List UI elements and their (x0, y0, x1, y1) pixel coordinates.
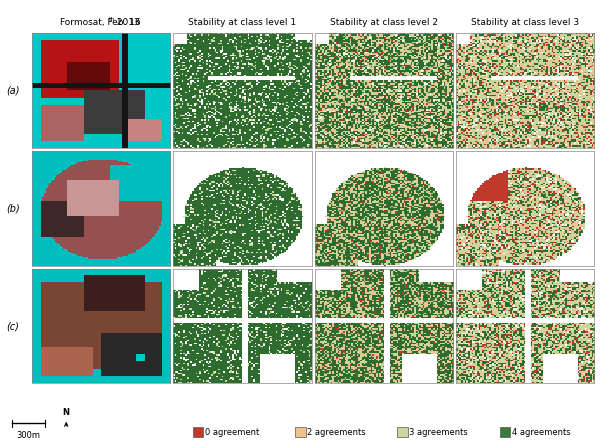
Text: (c): (c) (6, 321, 19, 331)
Text: 0 agreement: 0 agreement (205, 428, 259, 437)
Text: N: N (63, 408, 70, 417)
Text: 300m: 300m (17, 431, 40, 440)
Text: 3 agreements: 3 agreements (409, 428, 468, 437)
Text: 2013: 2013 (114, 18, 140, 27)
Text: 4 agreements: 4 agreements (512, 428, 570, 437)
Text: Stability at class level 1: Stability at class level 1 (188, 18, 296, 27)
Text: (a): (a) (6, 86, 19, 95)
Text: Formosat, Feb. 16: Formosat, Feb. 16 (60, 18, 141, 27)
Text: 2 agreements: 2 agreements (307, 428, 365, 437)
Text: (b): (b) (6, 203, 20, 213)
Text: th: th (108, 17, 115, 22)
Text: Stability at class level 2: Stability at class level 2 (330, 18, 438, 27)
Text: Stability at class level 3: Stability at class level 3 (471, 18, 579, 27)
